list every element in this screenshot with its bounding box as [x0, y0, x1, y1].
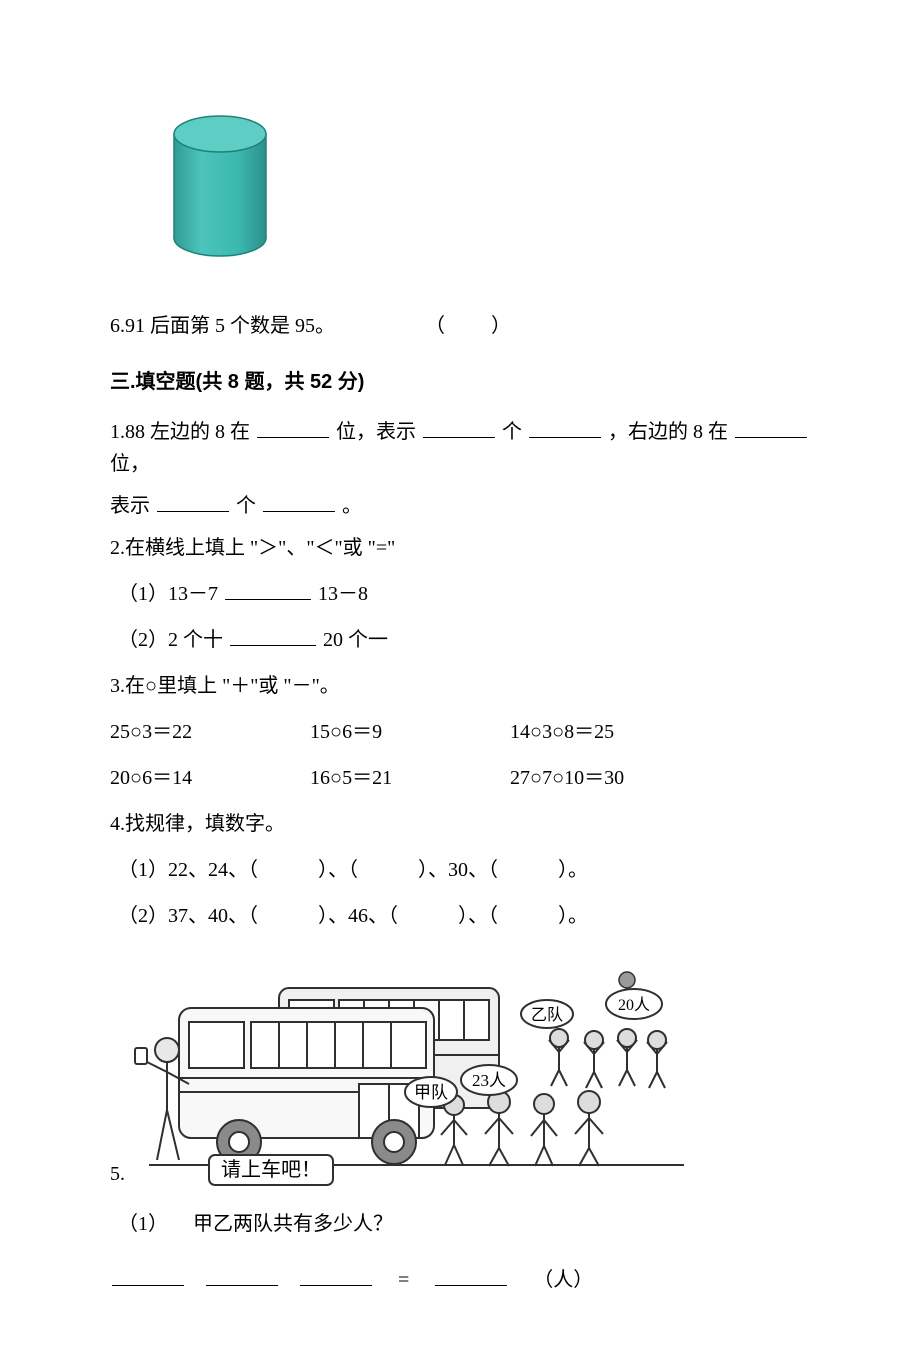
question-5-figure: 5.	[110, 960, 810, 1190]
q1-blank-6[interactable]	[263, 490, 335, 512]
q1-part6: 表示	[110, 495, 150, 517]
question-4-1: （1）22、24、（ ）、（ ）、30、（ ）。	[118, 854, 810, 886]
bus-scene-svg: 请上车吧！ 甲队 23人 乙队 20人	[129, 960, 689, 1190]
question-2-1: （1）13－7 13－8	[118, 578, 810, 610]
q1-part5: 位，	[110, 453, 150, 475]
q1-blank-1[interactable]	[257, 416, 329, 438]
speech-text: 请上车吧！	[221, 1158, 321, 1181]
team-b-label: 乙队	[531, 1006, 563, 1024]
eq-blank-1[interactable]	[112, 1264, 184, 1286]
question-3-row1: 25○3＝22 15○6＝9 14○3○8＝25	[110, 716, 810, 748]
section-3-heading: 三.填空题(共 8 题，共 52 分)	[110, 366, 810, 398]
q5-prefix: 5.	[110, 1158, 125, 1190]
q1-blank-3[interactable]	[529, 416, 601, 438]
q3r2b: 16○5＝21	[310, 762, 510, 794]
eq-blank-4[interactable]	[435, 1264, 507, 1286]
q2-2a: （2）2 个十	[118, 629, 223, 651]
q1-blank-5[interactable]	[157, 490, 229, 512]
q1-part2: 位，表示	[336, 421, 416, 443]
q5-1-equation: = （人）	[110, 1264, 810, 1296]
q3r1b: 15○6＝9	[310, 716, 510, 748]
cylinder-svg	[160, 110, 280, 260]
question-2-label: 2.在横线上填上 "＞"、"＜"或 "="	[110, 532, 810, 564]
eq-sign: =	[398, 1264, 409, 1296]
q1-part1: 1.88 左边的 8 在	[110, 421, 250, 443]
question-1-line2: 表示 个 。	[110, 490, 810, 522]
question-1: 1.88 左边的 8 在 位，表示 个 ，右边的 8 在 位，	[110, 416, 810, 480]
question-5-1-label: （1） 甲乙两队共有多少人？	[118, 1208, 810, 1240]
q3r1c: 14○3○8＝25	[510, 716, 810, 748]
q2-1-blank[interactable]	[225, 578, 311, 600]
q1-part7: 个	[236, 495, 256, 517]
question-3-row2: 20○6＝14 16○5＝21 27○7○10＝30	[110, 762, 810, 794]
q3r2c: 27○7○10＝30	[510, 762, 810, 794]
q2-2-blank[interactable]	[230, 624, 316, 646]
q6-paren-blank: （ ）	[425, 310, 513, 342]
q6-text: 6.91 后面第 5 个数是 95。	[110, 315, 335, 337]
eq-blank-2[interactable]	[206, 1264, 278, 1286]
q2-1b: 13－8	[318, 583, 368, 605]
question-3-label: 3.在○里填上 "＋"或 "－"。	[110, 670, 810, 702]
team-a-count: 23人	[472, 1071, 506, 1090]
q3r2a: 20○6＝14	[110, 762, 310, 794]
q1-blank-4[interactable]	[735, 416, 807, 438]
team-a-label: 甲队	[414, 1083, 448, 1102]
question-6-line: 6.91 后面第 5 个数是 95。 （ ）	[110, 310, 810, 342]
eq-blank-3[interactable]	[300, 1264, 372, 1286]
q1-part8: 。	[342, 495, 362, 517]
q1-part4: ，右边的 8 在	[608, 421, 728, 443]
q2-1a: （1）13－7	[118, 583, 218, 605]
cylinder-figure	[160, 110, 810, 270]
q3r1a: 25○3＝22	[110, 716, 310, 748]
question-4-label: 4.找规律，填数字。	[110, 808, 810, 840]
team-b-count: 20人	[618, 996, 650, 1014]
question-4-2: （2）37、40、（ ）、46、（ ）、（ ）。	[118, 900, 810, 932]
eq-unit: （人）	[533, 1264, 593, 1296]
question-2-2: （2）2 个十 20 个一	[118, 624, 810, 656]
q1-blank-2[interactable]	[423, 416, 495, 438]
q2-2b: 20 个一	[323, 629, 388, 651]
q1-part3: 个	[502, 421, 522, 443]
